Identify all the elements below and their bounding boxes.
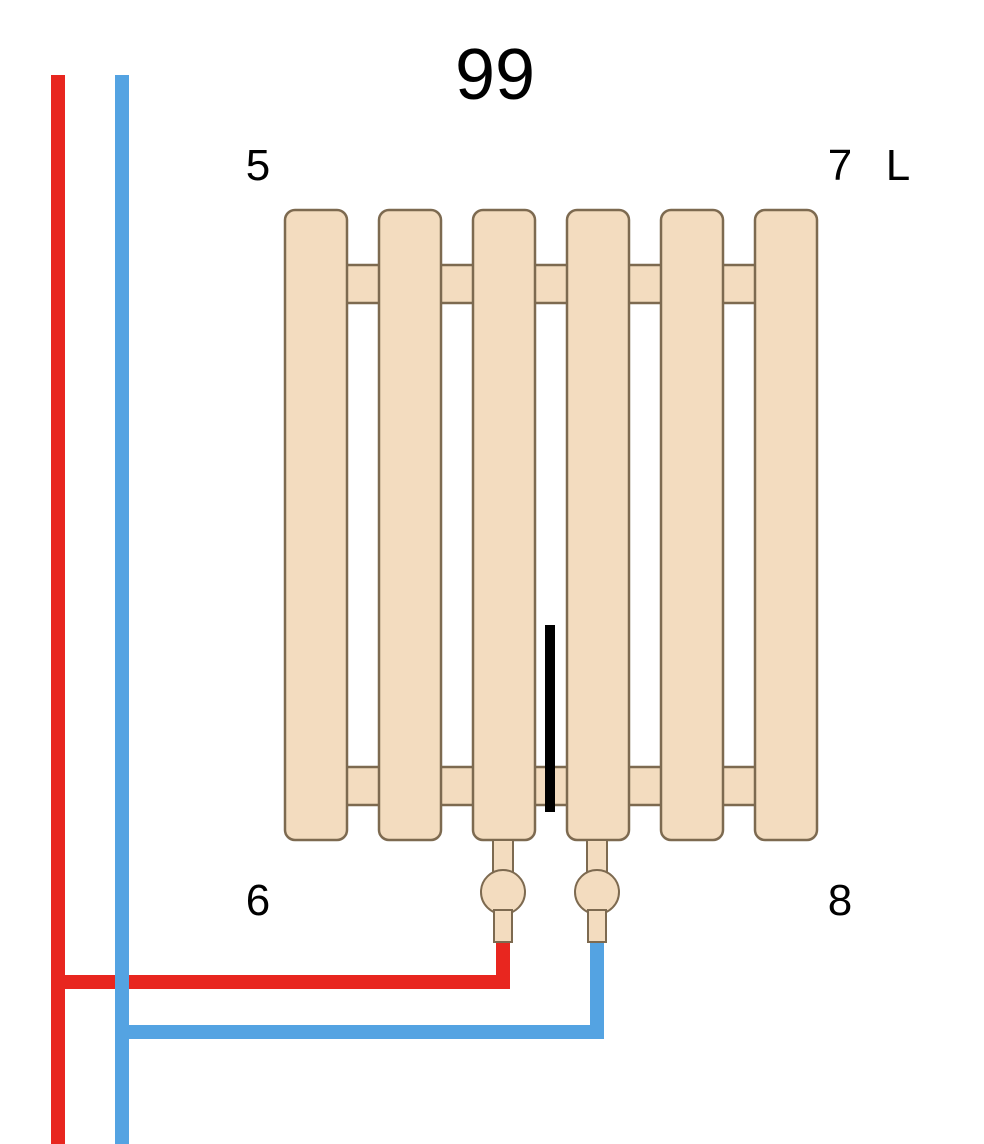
valve-right xyxy=(575,840,619,942)
label-top-right: 7 xyxy=(828,141,852,190)
label-bottom-right: 8 xyxy=(828,876,852,925)
label-top-left: 5 xyxy=(246,141,270,190)
label-bottom-left: 6 xyxy=(246,876,270,925)
label-annotation: L xyxy=(886,141,910,190)
diagram-title: 99 xyxy=(455,35,535,115)
valve-left xyxy=(481,840,525,942)
radiator-connection-diagram: 99 5 7 L 6 8 xyxy=(0,0,984,1144)
